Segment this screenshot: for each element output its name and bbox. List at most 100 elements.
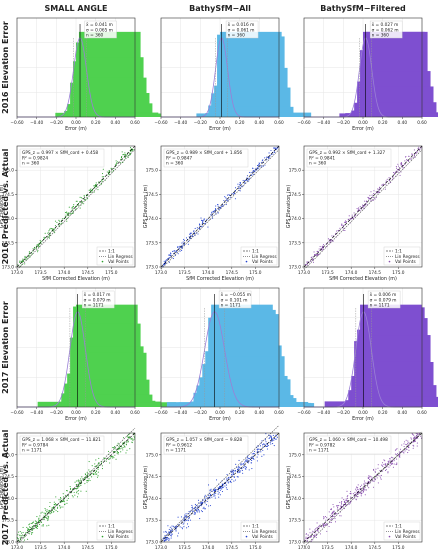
stats-label: σ = 0.062 m: [372, 27, 399, 33]
data-point: [270, 443, 272, 445]
x-tick-label: −0.60: [10, 410, 23, 416]
data-point: [344, 221, 346, 223]
data-point: [122, 449, 124, 451]
x-tick-label: 0.20: [235, 120, 245, 126]
data-point: [239, 471, 241, 473]
data-point: [271, 440, 273, 442]
stats-box: [81, 290, 115, 309]
data-point: [204, 494, 206, 496]
data-point: [399, 174, 401, 176]
data-point: [43, 515, 45, 517]
data-point: [259, 166, 261, 168]
data-point: [387, 472, 389, 474]
data-point: [33, 246, 36, 248]
data-point: [259, 448, 261, 450]
data-point: [371, 196, 374, 198]
data-point: [196, 510, 198, 512]
data-point: [191, 510, 193, 512]
y-axis-label: GPS Elevation (m): [143, 466, 149, 510]
data-point: [390, 456, 392, 458]
data-point: [224, 196, 226, 198]
data-point: [339, 227, 341, 229]
data-point: [215, 489, 217, 491]
data-point: [20, 535, 23, 537]
data-point: [323, 517, 325, 519]
data-point: [339, 515, 341, 517]
data-point: [79, 196, 81, 198]
data-point: [395, 165, 397, 168]
data-point: [183, 240, 185, 242]
data-point: [337, 505, 339, 507]
legend-label: Lin Regress: [108, 529, 133, 535]
data-point: [407, 440, 409, 442]
data-point: [191, 508, 194, 510]
axes-frame: [16, 145, 136, 268]
data-point: [413, 436, 415, 439]
data-point: [215, 479, 218, 481]
data-point: [27, 538, 29, 540]
data-point: [375, 474, 377, 476]
data-point: [315, 537, 317, 539]
data-point: [334, 513, 336, 516]
data-point: [125, 444, 128, 446]
data-point: [327, 238, 329, 240]
data-point: [198, 505, 200, 507]
data-point: [412, 156, 414, 158]
stats-box: [369, 20, 403, 39]
data-point: [251, 453, 253, 455]
data-point: [129, 448, 131, 450]
data-point: [109, 456, 111, 458]
data-point: [77, 493, 79, 495]
data-point: [274, 437, 276, 439]
data-point: [18, 261, 21, 263]
data-point: [199, 225, 201, 227]
data-point: [394, 453, 396, 455]
stats-label: x̄ = 0.027 m: [372, 22, 399, 28]
r2-label: R² = 0.9841: [309, 155, 335, 161]
data-point: [399, 448, 402, 450]
data-point: [385, 184, 387, 186]
x-tick-label: 0.00: [71, 410, 81, 416]
data-point: [396, 463, 398, 465]
data-point: [118, 444, 121, 446]
data-point: [218, 492, 220, 494]
data-point: [171, 533, 173, 535]
data-point: [403, 445, 405, 448]
data-point: [213, 490, 215, 492]
data-point: [250, 457, 252, 459]
data-point: [384, 460, 386, 462]
data-point: [316, 250, 318, 252]
legend-label: Val Points: [395, 534, 416, 540]
data-point: [312, 261, 315, 263]
data-point: [39, 515, 41, 517]
data-point: [219, 485, 221, 487]
chart-panel: −0.60 −0.40 −0.20 0.00 0.20 0.40 0.60 x̄ = 0.04…: [10, 17, 162, 132]
data-point: [49, 501, 51, 504]
data-point: [226, 198, 228, 200]
data-point: [53, 510, 55, 513]
data-point: [408, 449, 410, 451]
data-point: [237, 472, 239, 474]
r2-label: R² = 0.9824: [22, 155, 48, 161]
data-point: [266, 448, 268, 450]
data-point: [182, 244, 184, 246]
data-point: [264, 157, 266, 159]
data-point: [54, 220, 57, 222]
stats-label: n = 360: [372, 33, 390, 39]
data-point: [356, 207, 358, 210]
x-tick-label: 0.40: [398, 120, 408, 126]
data-point: [362, 205, 364, 207]
data-point: [29, 255, 31, 257]
data-point: [187, 243, 189, 245]
data-point: [87, 480, 90, 482]
data-point: [398, 455, 400, 457]
data-point: [415, 435, 417, 437]
data-point: [336, 508, 338, 510]
data-point: [116, 451, 118, 453]
data-point: [111, 457, 114, 459]
data-point: [392, 176, 394, 178]
data-point: [232, 472, 234, 474]
data-point: [250, 462, 252, 464]
data-point: [358, 208, 360, 210]
regression-line: [303, 149, 423, 270]
